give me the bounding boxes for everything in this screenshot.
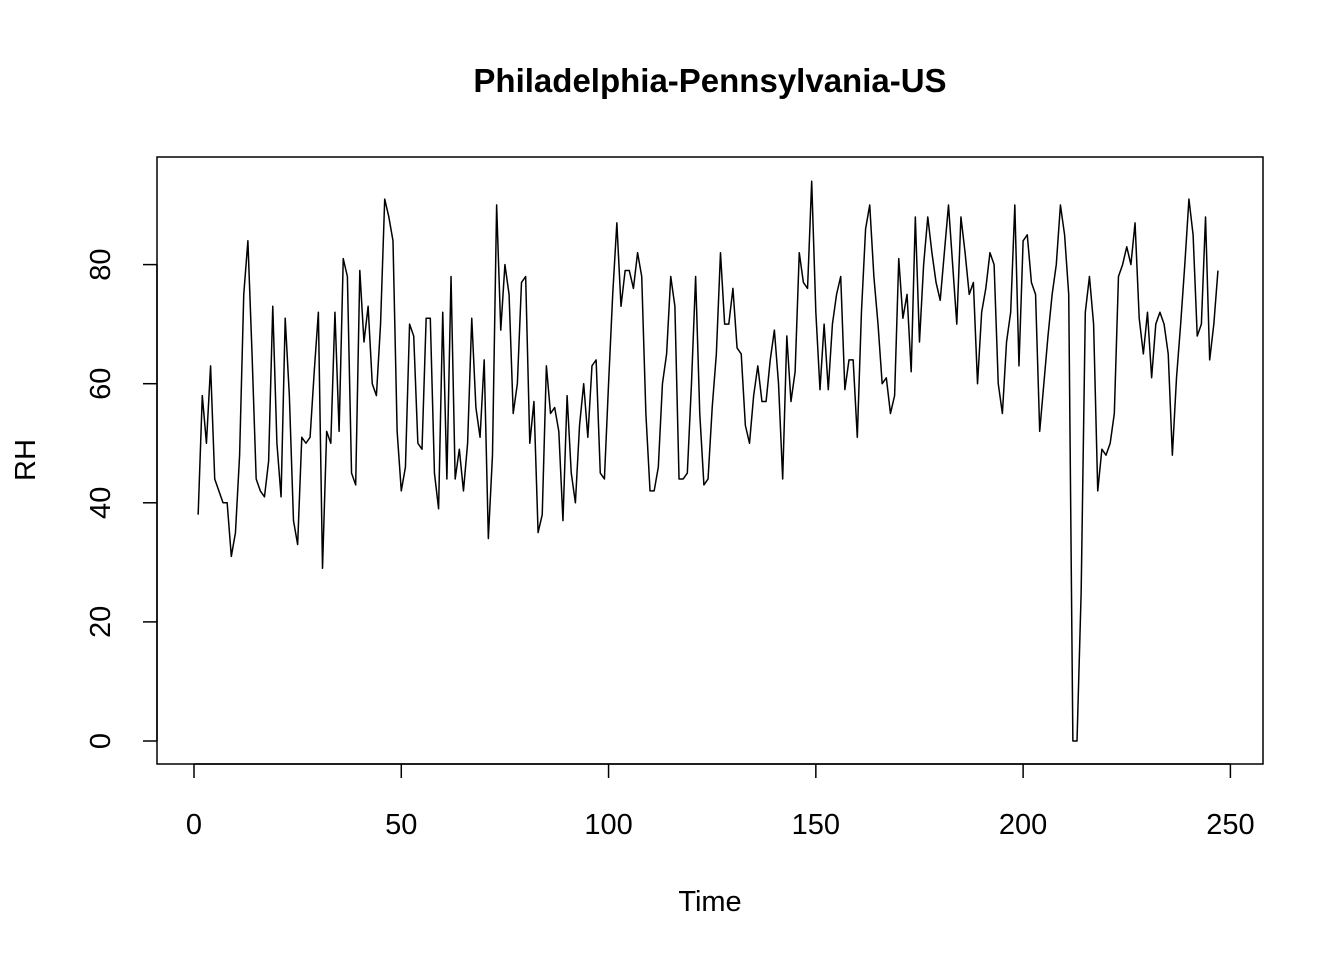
x-tick-label: 100 bbox=[584, 809, 632, 841]
y-axis: 0 20 40 60 80 bbox=[85, 248, 158, 749]
chart-title: Philadelphia-Pennsylvania-US bbox=[473, 62, 946, 99]
y-tick-label: 60 bbox=[85, 368, 117, 400]
y-tick-label: 40 bbox=[85, 487, 117, 519]
x-tick-label: 250 bbox=[1206, 809, 1254, 841]
y-tick-label: 80 bbox=[85, 248, 117, 280]
x-tick-label: 150 bbox=[792, 809, 840, 841]
x-axis-label: Time bbox=[678, 886, 741, 918]
x-tick-label: 0 bbox=[186, 809, 202, 841]
x-tick-label: 200 bbox=[999, 809, 1047, 841]
y-tick-label: 0 bbox=[85, 733, 117, 749]
x-axis: 0 50 100 150 200 250 bbox=[186, 763, 1255, 841]
y-axis-label: RH bbox=[10, 439, 42, 481]
series-line bbox=[197, 180, 1219, 742]
y-tick-label: 20 bbox=[85, 606, 117, 638]
x-tick-label: 50 bbox=[385, 809, 417, 841]
